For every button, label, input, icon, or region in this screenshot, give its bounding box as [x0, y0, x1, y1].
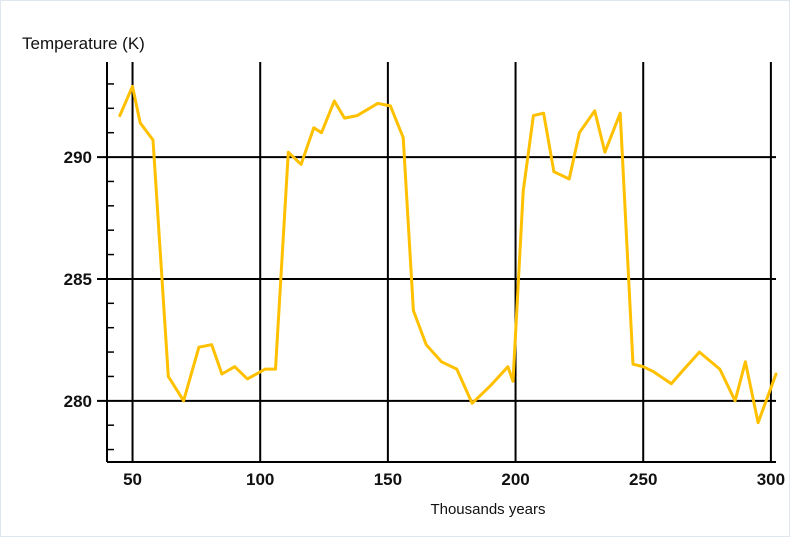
data-point	[197, 345, 201, 349]
x-tick-label-300: 300	[757, 470, 785, 489]
data-point	[652, 370, 655, 373]
data-point	[312, 126, 316, 130]
x-tick-label-150: 150	[374, 470, 402, 489]
y-tick-label-290: 290	[64, 148, 92, 167]
data-point	[167, 375, 170, 378]
data-point	[631, 363, 635, 366]
data-point	[246, 377, 249, 381]
data-point	[552, 170, 556, 173]
data-point	[138, 121, 142, 125]
data-point	[670, 382, 673, 385]
data-point	[642, 365, 645, 368]
data-point	[470, 402, 474, 405]
x-tick-label-100: 100	[246, 470, 274, 489]
data-point	[698, 350, 701, 354]
data-point	[182, 399, 185, 403]
data-point	[320, 131, 323, 134]
x-tick-label-50: 50	[123, 470, 142, 489]
tick-labels: 50 100 150 200 250 300 280 285 290	[64, 148, 785, 489]
data-point	[151, 138, 155, 142]
data-point	[542, 111, 545, 115]
data-point	[131, 85, 134, 88]
y-axis-label: Temperature (K)	[22, 34, 145, 53]
data-point	[412, 309, 415, 312]
data-point	[264, 367, 267, 371]
data-point	[401, 136, 405, 139]
data-point	[233, 365, 236, 368]
temperature-series-line	[118, 84, 778, 425]
data-point	[733, 399, 737, 403]
data-point	[424, 343, 428, 346]
x-axis-label: Thousands years	[430, 501, 545, 518]
data-point	[756, 421, 760, 424]
data-point	[506, 365, 510, 368]
data-point	[593, 109, 596, 112]
data-point	[567, 177, 571, 181]
data-point	[118, 114, 121, 117]
x-tick-label-250: 250	[629, 470, 657, 489]
data-point	[511, 380, 515, 383]
y-tick-label-285: 285	[64, 270, 92, 289]
data-point	[333, 99, 336, 103]
data-point	[343, 116, 346, 120]
data-point	[682, 367, 686, 371]
grid-layer	[97, 62, 776, 462]
data-point	[578, 131, 581, 134]
x-tick-label-200: 200	[501, 470, 529, 489]
data-point	[299, 163, 303, 166]
data-point	[522, 189, 525, 193]
y-tick-label-280: 280	[64, 392, 92, 411]
data-point	[389, 104, 392, 108]
data-point	[210, 343, 213, 346]
data-point	[376, 102, 379, 105]
series-layer	[118, 84, 778, 425]
data-point	[532, 114, 535, 117]
data-point	[619, 111, 622, 115]
data-point	[440, 360, 443, 364]
axis-layer	[106, 62, 776, 463]
data-point	[488, 384, 492, 388]
data-point	[774, 372, 778, 376]
data-point	[274, 367, 277, 371]
data-point	[220, 372, 224, 376]
data-point	[455, 367, 459, 371]
data-point	[718, 367, 722, 371]
data-point	[356, 114, 359, 117]
data-point	[287, 150, 290, 154]
data-point	[744, 360, 747, 364]
data-point	[603, 150, 607, 154]
